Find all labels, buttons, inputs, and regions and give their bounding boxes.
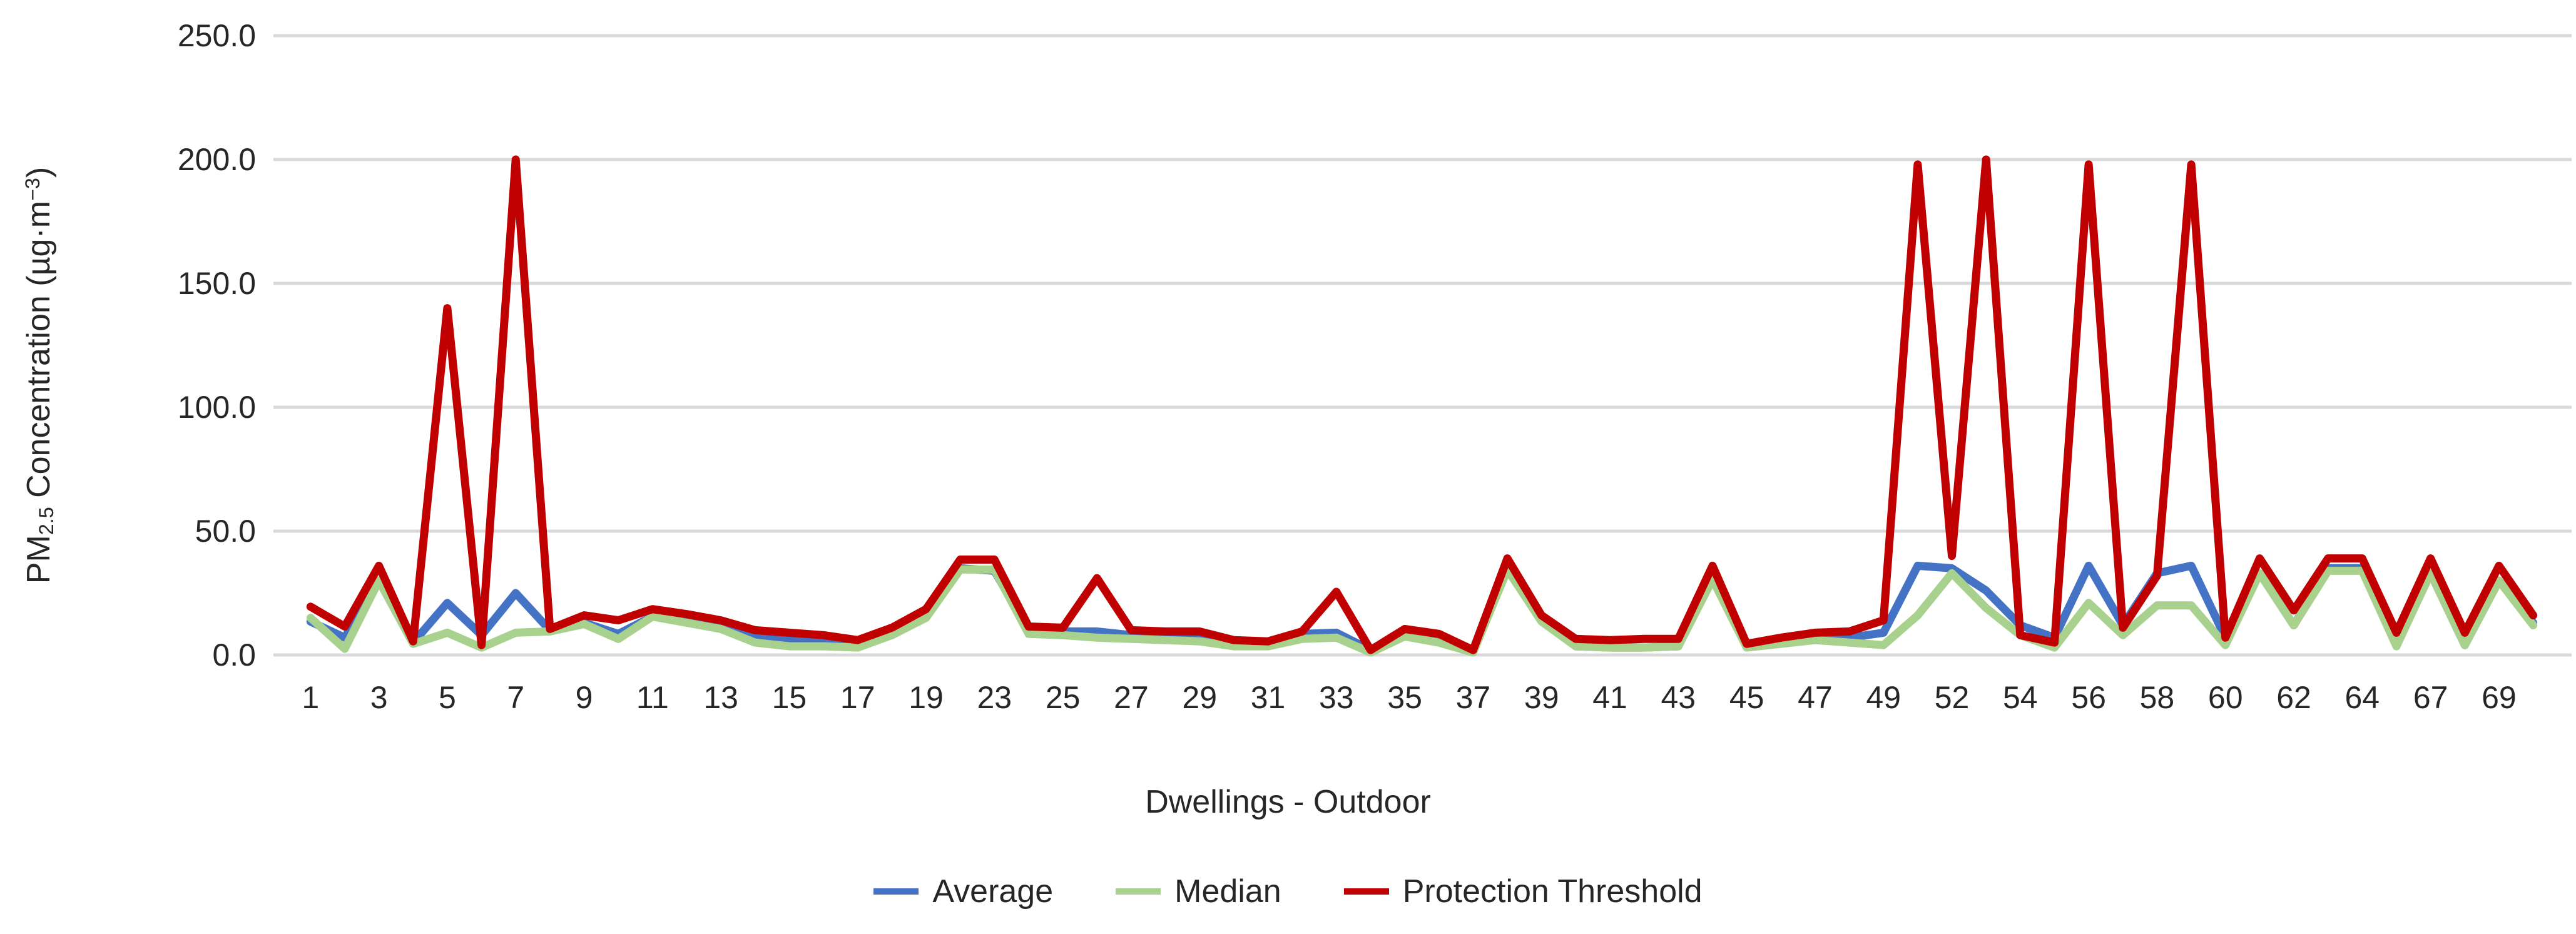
x-tick-label-35: 35 (1387, 680, 1422, 715)
x-tick-label-1: 1 (302, 680, 319, 715)
y-tick-label-0.0: 0.0 (212, 637, 256, 673)
y-tick-label-200.0: 200.0 (178, 142, 256, 177)
x-tick-label-9: 9 (576, 680, 593, 715)
x-tick-labels: 1 3 5 7 9 11 13 15 17 19 23 25 27 29 31 33 35 37 39 41 43 45 4… (302, 680, 2516, 715)
x-tick-label-25: 25 (1046, 680, 1081, 715)
x-tick-label-56: 56 (2071, 680, 2106, 715)
x-tick-label-23: 23 (977, 680, 1012, 715)
x-tick-label-54: 54 (2003, 680, 2038, 715)
legend-label-median: Median (1174, 873, 1281, 910)
x-tick-label-52: 52 (1935, 680, 1970, 715)
x-tick-label-15: 15 (772, 680, 807, 715)
y-axis-title-superscript: −3 (21, 178, 44, 201)
legend: Average Median Protection Threshold (0, 873, 2576, 910)
x-axis-title: Dwellings - Outdoor (1145, 784, 1431, 820)
x-tick-label-17: 17 (840, 680, 875, 715)
y-axis-title-prefix: PM (21, 535, 57, 584)
x-tick-label-69: 69 (2482, 680, 2517, 715)
series-line-protection-threshold (306, 155, 2538, 654)
legend-label-average: Average (932, 873, 1054, 910)
legend-swatch-protection-threshold (1343, 888, 1389, 895)
x-tick-label-58: 58 (2140, 680, 2175, 715)
x-tick-label-11: 11 (636, 680, 669, 715)
legend-swatch-median (1116, 888, 1161, 895)
y-axis-title-subscript: 2.5 (34, 507, 58, 536)
x-tick-label-47: 47 (1798, 680, 1833, 715)
y-tick-label-150.0: 150.0 (178, 266, 256, 301)
y-axis-title-mid: Concentration (µg·m (21, 200, 57, 507)
x-tick-label-41: 41 (1592, 680, 1627, 715)
x-tick-label-31: 31 (1251, 680, 1286, 715)
legend-swatch-average (873, 888, 919, 895)
x-tick-label-45: 45 (1729, 680, 1764, 715)
x-tick-label-27: 27 (1114, 680, 1149, 715)
series-lines (306, 155, 2538, 657)
y-tick-label-250.0: 250.0 (178, 18, 256, 53)
gridlines (273, 34, 2572, 657)
x-tick-label-33: 33 (1319, 680, 1354, 715)
x-tick-label-49: 49 (1866, 680, 1901, 715)
x-tick-label-5: 5 (439, 680, 456, 715)
x-tick-label-7: 7 (507, 680, 524, 715)
x-tick-label-67: 67 (2413, 680, 2448, 715)
legend-label-protection-threshold: Protection Threshold (1402, 873, 1703, 910)
x-tick-label-3: 3 (370, 680, 388, 715)
y-tick-labels: 0.0 50.0 100.0 150.0 200.0 250.0 (178, 18, 256, 673)
x-tick-label-60: 60 (2208, 680, 2243, 715)
x-tick-label-19: 19 (909, 680, 944, 715)
x-tick-label-29: 29 (1182, 680, 1217, 715)
x-tick-label-37: 37 (1456, 680, 1491, 715)
series-line-median (306, 565, 2538, 657)
legend-item-protection-threshold: Protection Threshold (1343, 873, 1703, 910)
legend-item-average: Average (873, 873, 1053, 910)
y-tick-label-100.0: 100.0 (178, 390, 256, 425)
x-tick-label-43: 43 (1661, 680, 1696, 715)
x-tick-label-62: 62 (2276, 680, 2311, 715)
y-tick-label-50.0: 50.0 (195, 514, 256, 549)
legend-item-median: Median (1116, 873, 1281, 910)
x-tick-label-39: 39 (1524, 680, 1559, 715)
x-tick-label-13: 13 (703, 680, 738, 715)
y-axis-title-suffix: ) (21, 166, 57, 178)
y-axis-title-text: PM2.5 Concentration (µg·m−3) (20, 167, 58, 584)
x-tick-label-64: 64 (2345, 680, 2380, 715)
